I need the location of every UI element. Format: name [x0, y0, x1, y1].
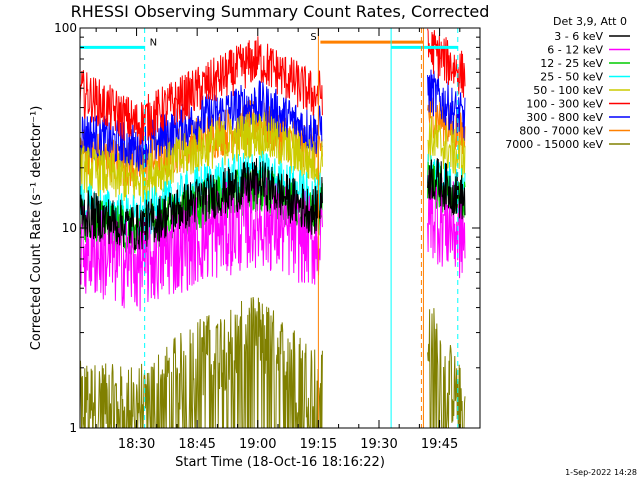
flag-label: S — [310, 32, 316, 43]
legend-label: 7000 - 15000 keV — [505, 138, 603, 151]
x-tick-label: 19:00 — [239, 437, 276, 452]
x-tick-label: 19:30 — [360, 437, 397, 452]
legend-label: 50 - 100 keV — [533, 84, 603, 97]
legend-label: 300 - 800 keV — [526, 111, 603, 124]
y-tick-label: 100 — [54, 21, 77, 35]
y-tick-label: 10 — [62, 221, 77, 235]
legend-label: 3 - 6 keV — [554, 30, 603, 43]
legend-label: 25 - 50 keV — [540, 71, 603, 84]
series-line — [79, 69, 466, 172]
legend-label: 6 - 12 keV — [547, 44, 603, 57]
series-line — [79, 158, 466, 251]
legend-label: 800 - 7000 keV — [519, 125, 603, 138]
chart-title: RHESSI Observing Summary Count Rates, Co… — [71, 2, 490, 21]
axes: 1 10 100 18:30 18:45 19:00 19:15 19:30 19:45 — [54, 21, 481, 452]
footer-timestamp: 1-Sep-2022 14:28 — [565, 468, 637, 477]
legend-label: 12 - 25 keV — [540, 57, 603, 70]
x-axis-label: Start Time (18-Oct-16 18:16:22) — [175, 455, 385, 470]
x-tick-label: 18:45 — [178, 437, 215, 452]
y-tick-label: 1 — [69, 421, 77, 435]
legend-header: Det 3,9, Att 0 — [553, 15, 627, 28]
series-line — [79, 297, 466, 429]
x-tick-label: 19:45 — [421, 437, 458, 452]
legend-label: 100 - 300 keV — [526, 98, 603, 111]
y-axis-label: Corrected Count Rate (s⁻¹ detector⁻¹) — [29, 106, 44, 351]
series-line — [79, 112, 466, 203]
flag-label: N — [150, 37, 157, 48]
x-tick-label: 18:30 — [118, 437, 155, 452]
x-tick-label: 19:15 — [300, 437, 337, 452]
